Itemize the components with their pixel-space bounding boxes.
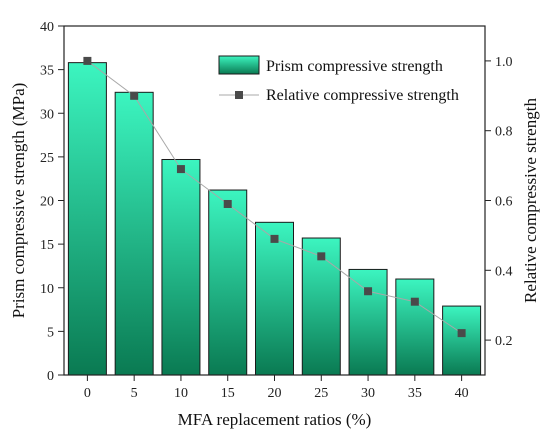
y-tick-label: 40 — [40, 20, 54, 35]
bar — [208, 189, 248, 376]
x-tick-label: 25 — [314, 386, 328, 401]
y2-tick-label: 0.8 — [495, 125, 513, 140]
x-tick-label: 15 — [221, 386, 235, 401]
relative-strength-point — [317, 252, 326, 261]
bar — [301, 237, 341, 376]
y-axis-title: Prism compressive strength (MPa) — [9, 83, 28, 319]
x-tick-label: 10 — [174, 386, 188, 401]
y2-tick-label: 0.4 — [495, 264, 513, 279]
relative-strength-point — [223, 199, 232, 208]
relative-strength-point — [270, 234, 279, 243]
legend: Prism compressive strength Relative comp… — [218, 55, 459, 104]
x-tick-label: 0 — [84, 386, 91, 401]
bars-layer — [67, 62, 482, 376]
relative-strength-point — [176, 165, 185, 174]
y-tick-label: 10 — [40, 282, 54, 297]
y-tick-label: 5 — [47, 325, 54, 340]
legend-line-label: Relative compressive strength — [266, 87, 459, 104]
y2-tick-label: 1.0 — [495, 55, 513, 70]
x-tick-label: 30 — [361, 386, 375, 401]
relative-line-layer — [83, 56, 466, 338]
bar — [114, 91, 154, 376]
bar — [395, 278, 435, 376]
bar — [255, 221, 294, 376]
bar — [161, 158, 201, 376]
left-axis-ticks: 0 5 10 15 20 25 30 35 40 — [40, 20, 64, 384]
x-tick-label: 35 — [408, 386, 422, 401]
relative-strength-point — [364, 287, 373, 296]
bar — [67, 62, 107, 376]
y-tick-label: 30 — [40, 107, 54, 122]
y-tick-label: 0 — [47, 369, 54, 384]
x-tick-label: 20 — [268, 386, 282, 401]
y2-tick-label: 0.2 — [495, 334, 513, 349]
relative-strength-point — [410, 297, 419, 306]
legend-bar-label: Prism compressive strength — [266, 58, 443, 75]
bar — [348, 268, 388, 376]
y-tick-label: 35 — [40, 64, 54, 79]
legend-bar-swatch — [218, 55, 260, 75]
relative-strength-point — [83, 56, 92, 65]
y2-axis-title: Relative compressive strength — [521, 98, 540, 303]
x-tick-label: 5 — [131, 386, 138, 401]
right-axis-ticks: 0.2 0.4 0.6 0.8 1.0 — [485, 55, 513, 349]
y-tick-label: 20 — [40, 195, 54, 210]
y-tick-label: 15 — [40, 238, 54, 253]
relative-strength-point — [457, 329, 466, 338]
y-tick-label: 25 — [40, 151, 54, 166]
relative-strength-point — [130, 91, 139, 100]
x-tick-label: 40 — [455, 386, 469, 401]
x-axis-ticks: 0 5 10 15 20 25 30 35 40 — [84, 375, 469, 401]
bar — [442, 305, 482, 376]
legend-line-marker — [235, 91, 243, 99]
x-axis-title: MFA replacement ratios (%) — [178, 410, 372, 429]
y2-tick-label: 0.6 — [495, 195, 513, 210]
